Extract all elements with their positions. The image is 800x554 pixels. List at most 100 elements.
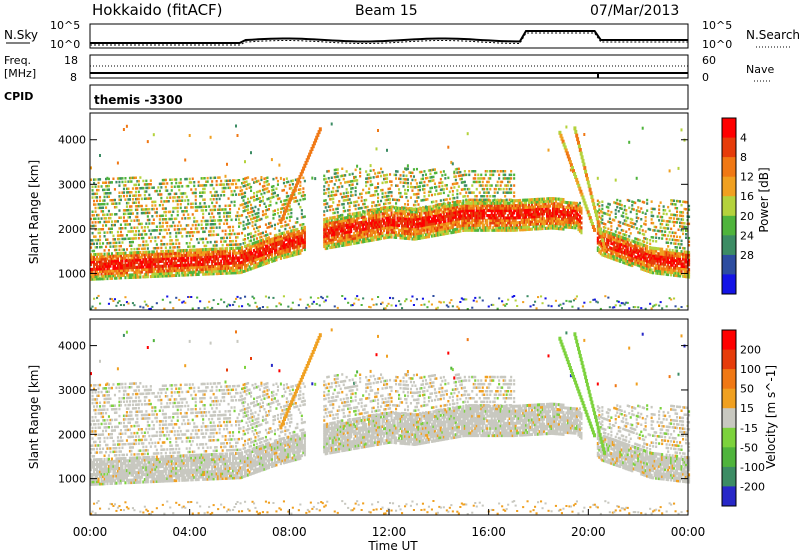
power-mark-5812	[341, 229, 344, 233]
power-mark-3664	[232, 249, 235, 253]
power-mark-588	[110, 252, 113, 256]
power-mark-16	[90, 255, 93, 259]
power-mark-7000	[393, 235, 396, 239]
power-mark-2284	[176, 251, 179, 255]
power-mark-892	[122, 254, 125, 258]
power-mark-6828	[384, 174, 387, 177]
power-mark-8800	[474, 228, 477, 232]
power-mark-7256	[405, 229, 408, 233]
power-mark-7888	[432, 222, 435, 226]
power-mark-4938	[284, 185, 287, 188]
power-mark-7680	[423, 223, 426, 227]
power-mark-2724	[194, 220, 197, 223]
power-mark-1864	[160, 264, 163, 268]
power-mark-860	[121, 256, 124, 260]
power-mark-880	[122, 273, 125, 277]
power-mark-5670	[335, 235, 338, 239]
power-mark-688	[115, 269, 118, 273]
power-mark-1494	[145, 265, 148, 269]
power-mark-8662	[466, 199, 469, 203]
power-mark-1952	[163, 252, 166, 256]
power-mark-8378	[454, 218, 457, 222]
power-mark-8760	[471, 184, 474, 187]
power-mark-8014	[438, 225, 441, 229]
power-mark-7672	[423, 235, 426, 239]
power-mark-2974	[205, 260, 208, 264]
power-mark-4818	[279, 247, 282, 251]
power-mark-296	[100, 277, 103, 281]
power-mark-9600	[510, 191, 513, 194]
power-mark-2648	[191, 245, 194, 248]
power-mark-6942	[390, 235, 393, 239]
power-mark-3404	[221, 229, 224, 233]
power-mark-700	[115, 252, 118, 256]
power-mark-2404	[181, 249, 184, 253]
power-mark-220	[97, 257, 100, 261]
power-mark-222	[97, 252, 100, 256]
power-mark-3036	[206, 306, 209, 309]
power-mark-4044	[247, 222, 250, 226]
power-mark-5632	[333, 235, 336, 239]
power-mark-1506	[145, 243, 148, 247]
power-mark-3080	[209, 252, 212, 256]
power-mark-944	[124, 223, 127, 226]
power-mark-2866	[200, 209, 203, 212]
power-mark-7808	[427, 300, 430, 303]
power-mark-1056	[128, 251, 131, 255]
power-mark-3984	[244, 160, 246, 164]
power-mark-6848	[386, 216, 389, 220]
power-mark-4584	[267, 225, 270, 229]
power-mark-3760	[236, 258, 239, 262]
power-mark-7908	[432, 168, 435, 171]
power-mark-5004	[287, 209, 290, 212]
power-mark-9738	[519, 228, 522, 232]
power-mark-5974	[347, 198, 350, 201]
power-mark-5118	[293, 248, 296, 252]
power-mark-8766	[472, 228, 475, 232]
power-mark-7948	[435, 228, 438, 232]
power-mark-7540	[417, 236, 420, 240]
power-mark-4566	[267, 258, 270, 262]
power-mark-4140	[250, 151, 252, 155]
power-mark-5070	[290, 208, 293, 211]
power-mark-8354	[453, 203, 456, 207]
power-mark-6460	[369, 221, 372, 225]
power-mark-824	[119, 251, 122, 255]
power-mark-9804	[523, 228, 526, 232]
power-mark-6614	[375, 207, 378, 211]
power-mark-7088	[398, 233, 401, 237]
power-mark-9026	[483, 198, 486, 202]
power-mark-3146	[211, 194, 214, 197]
power-mark-5780	[339, 227, 342, 231]
power-mark-2308	[176, 196, 179, 199]
power-mark-8890	[477, 204, 480, 208]
power-mark-488	[106, 176, 109, 180]
power-mark-3020	[206, 252, 209, 256]
power-mark-4930	[284, 224, 287, 227]
power-mark-8282	[450, 213, 453, 217]
power-mark-6426	[368, 219, 371, 223]
power-mark-9566	[508, 191, 511, 194]
power-mark-1050	[128, 261, 131, 265]
power-mark-9098	[486, 170, 489, 173]
power-mark-808	[119, 271, 122, 275]
power-mark-7516	[415, 217, 418, 221]
power-mark-2436	[182, 256, 185, 260]
power-mark-3284	[217, 262, 220, 266]
power-mark-1930	[161, 203, 164, 207]
power-mark-7926	[433, 214, 436, 218]
power-mark-1526	[145, 183, 148, 186]
power-mark-6622	[375, 175, 378, 179]
power-mark-7794	[427, 210, 430, 214]
power-mark-4676	[272, 210, 275, 213]
power-mark-3852	[239, 193, 242, 196]
power-mark-8644	[466, 221, 469, 225]
power-mark-8536	[462, 224, 465, 228]
power-mark-3312	[218, 267, 221, 271]
power-mark-9356	[499, 209, 502, 213]
power-mark-116	[93, 181, 96, 185]
power-mark-752	[116, 161, 119, 165]
power-mark-230	[97, 221, 100, 224]
power-mark-304	[100, 267, 103, 271]
power-mark-2722	[194, 223, 197, 227]
